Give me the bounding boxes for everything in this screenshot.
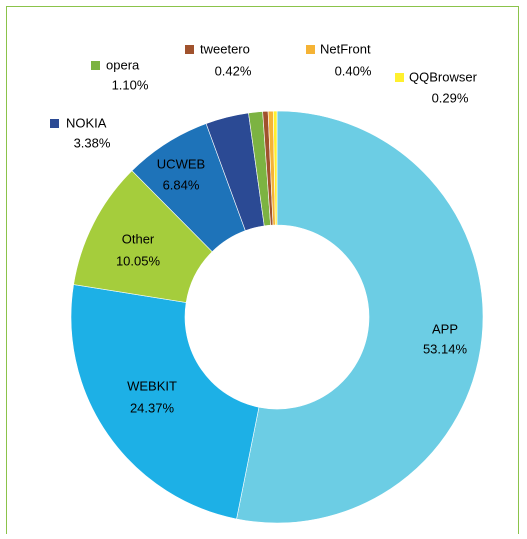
value-label: 24.37% — [130, 400, 175, 415]
legend-swatch — [395, 73, 404, 82]
value-label: 3.38% — [74, 135, 111, 150]
slice-label: opera — [106, 57, 140, 72]
slice — [236, 110, 484, 524]
legend-swatch — [306, 45, 315, 54]
value-label: 0.29% — [432, 90, 469, 105]
slice — [70, 284, 260, 520]
slice — [272, 110, 278, 226]
slice-label: QQBrowser — [409, 69, 478, 84]
value-label: 6.84% — [163, 177, 200, 192]
slice-label: Other — [122, 231, 155, 246]
slice-label: tweetero — [200, 41, 250, 56]
slice-label: APP — [432, 321, 458, 336]
value-label: 0.40% — [335, 63, 372, 78]
legend-swatch — [91, 61, 100, 70]
legend-swatch — [185, 45, 194, 54]
slice-label: NOKIA — [66, 115, 107, 130]
value-label: 53.14% — [423, 341, 468, 356]
value-label: 1.10% — [112, 77, 149, 92]
slice-label: UCWEB — [157, 156, 205, 171]
value-label: 0.42% — [215, 63, 252, 78]
value-label: 10.05% — [116, 253, 161, 268]
slice-label: WEBKIT — [127, 378, 177, 393]
slice-label: NetFront — [320, 41, 371, 56]
legend-swatch — [50, 119, 59, 128]
